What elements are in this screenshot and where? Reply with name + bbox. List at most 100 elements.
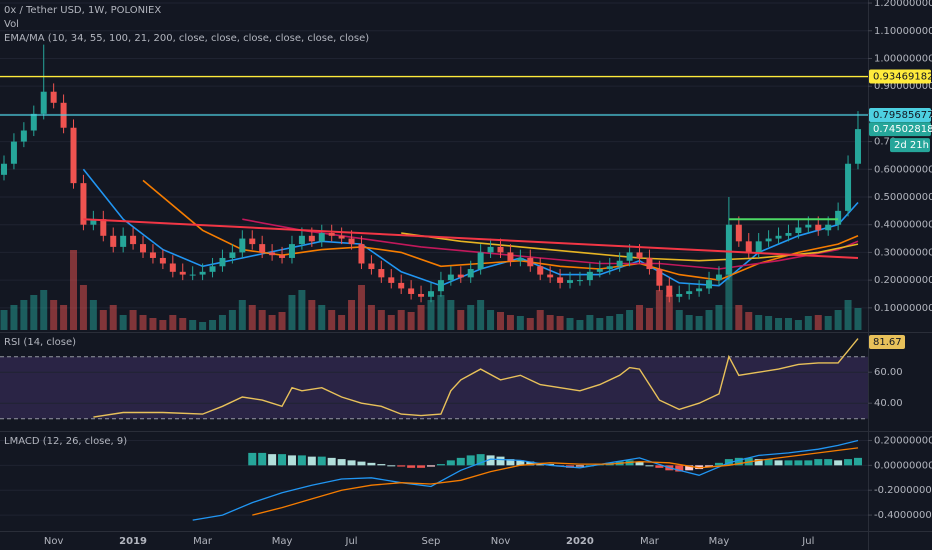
volume-bar	[0, 310, 8, 330]
histogram-bar	[516, 460, 525, 466]
volume-bar	[387, 315, 395, 330]
candle-body	[288, 244, 295, 258]
volume-bar	[139, 315, 147, 330]
volume-bar	[775, 318, 783, 330]
candle-body	[636, 252, 643, 258]
volume-bar	[536, 310, 544, 330]
candle-body	[40, 91, 47, 114]
volume-bar	[755, 315, 763, 330]
candle-body	[686, 291, 693, 294]
volume-bar	[228, 310, 236, 330]
volume-bar	[417, 305, 425, 330]
candle-body	[596, 269, 603, 272]
histogram-bar	[645, 465, 654, 467]
volume-bar	[854, 308, 862, 330]
x-tick-label: 2019	[119, 536, 147, 547]
volume-bar	[725, 260, 733, 330]
volume-bar	[477, 300, 485, 330]
volume-bar	[526, 318, 534, 330]
histogram-bar	[387, 465, 396, 467]
candle-body	[50, 91, 57, 103]
candle-body	[755, 241, 762, 253]
volume-bar	[814, 315, 822, 330]
candle-body	[219, 257, 226, 267]
y-tick-label: -0.20000000	[874, 485, 932, 496]
histogram-bar	[575, 465, 584, 467]
volume-bar	[596, 318, 604, 330]
volume-bar	[367, 305, 375, 330]
histogram-bar	[784, 460, 793, 466]
volume-bar	[834, 310, 842, 330]
candle-body	[527, 257, 534, 267]
price-label: 0.93469182	[873, 72, 932, 83]
histogram-bar	[248, 452, 257, 466]
histogram-bar	[496, 456, 505, 466]
candle-body	[616, 260, 623, 267]
pane-title: RSI (14, close)	[4, 337, 76, 348]
candle-body	[815, 224, 822, 231]
volume-bar	[715, 305, 723, 330]
candle-body	[298, 235, 305, 245]
price-label-box	[869, 108, 931, 123]
candle-body	[308, 235, 315, 242]
volume-bar	[10, 305, 18, 330]
volume-bar	[20, 300, 28, 330]
candle-body	[775, 235, 782, 239]
candle-body	[159, 257, 166, 264]
price-label: 0.74502818	[873, 124, 932, 135]
histogram-bar	[844, 459, 853, 466]
histogram-bar	[347, 460, 356, 466]
volume-bar	[288, 295, 296, 330]
volume-bar	[169, 315, 177, 330]
price-label-box	[869, 122, 931, 137]
candle-body	[715, 274, 722, 281]
candle-body	[676, 293, 683, 297]
histogram-bar	[804, 460, 813, 466]
y-tick-label: 0.00000000	[874, 460, 932, 471]
candle-body	[765, 238, 772, 242]
trend-line	[83, 218, 859, 259]
histogram-bar	[685, 465, 694, 471]
volume-bar	[60, 305, 68, 330]
volume-bar	[685, 315, 693, 330]
histogram-bar	[476, 454, 485, 466]
x-tick-label: Sep	[422, 536, 441, 547]
volume-bar	[546, 315, 554, 330]
candle-body	[209, 266, 216, 272]
histogram-bar	[446, 460, 455, 466]
histogram-bar	[258, 452, 267, 466]
volume-bar	[278, 312, 286, 330]
candle-body	[805, 224, 812, 228]
candle-body	[10, 141, 17, 164]
volume-bar	[99, 310, 107, 330]
y-tick-label: 0.10000000	[874, 303, 932, 314]
volume-bar	[745, 312, 753, 330]
x-tick-label: Mar	[193, 536, 213, 547]
volume-bar	[457, 310, 465, 330]
histogram-bar	[426, 465, 435, 467]
candle-body	[20, 130, 27, 142]
volume-bar	[566, 318, 574, 330]
volume-bar	[348, 300, 356, 330]
volume-bar	[735, 305, 743, 330]
candle-body	[467, 269, 474, 278]
candle-body	[408, 288, 415, 294]
candle-body	[586, 271, 593, 281]
x-tick-label: Nov	[491, 536, 511, 547]
candle-body	[338, 235, 345, 239]
candle-body	[626, 252, 633, 261]
candle-body	[537, 266, 544, 275]
y-tick-label: 0.20000000	[874, 275, 932, 286]
x-tick-label: 2020	[566, 536, 594, 547]
volume-bar	[328, 310, 336, 330]
histogram-bar	[268, 454, 277, 466]
histogram-bar	[853, 457, 862, 466]
countdown: 2d 21h	[894, 140, 929, 151]
volume-bar	[765, 316, 773, 330]
candle-body	[418, 293, 425, 297]
candle-body	[487, 246, 494, 253]
candle-body	[477, 252, 484, 270]
candle-body	[229, 252, 236, 258]
